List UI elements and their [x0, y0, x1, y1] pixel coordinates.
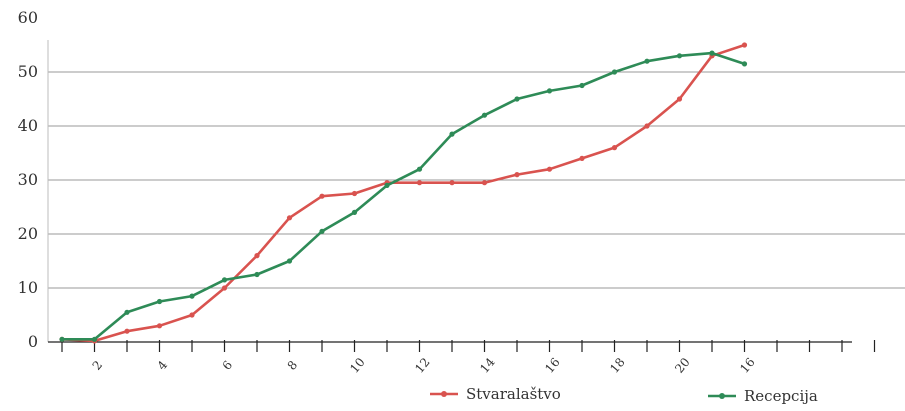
series-0-point-19: [644, 123, 650, 129]
series-0-point-7: [254, 253, 260, 259]
x-tick-label-1: 4: [155, 358, 171, 373]
series-1-point-13: [449, 131, 455, 137]
y-tick-label-10: 10: [18, 278, 38, 297]
series-1-point-5: [189, 293, 195, 299]
y-axis-ticks: 0 10 20 30 40 50 60: [18, 8, 38, 351]
series-1-point-1: [59, 336, 65, 342]
series-1-point-2: [91, 336, 98, 342]
grid-lines: [47, 40, 905, 342]
y-tick-label-0: 0: [28, 332, 38, 351]
x-axis: 2 4 6 8 10 12 14 16 18 20 16: [48, 340, 876, 376]
y-tick-label-50: 50: [18, 62, 38, 81]
x-tick-label-8: 18: [607, 355, 628, 376]
legend: Stvaralaštvo Recepcija: [430, 385, 818, 405]
series-0-point-18: [611, 145, 618, 151]
series-0-point-4: [156, 323, 163, 329]
x-tick-label-10: 16: [737, 355, 758, 376]
series-1-point-3: [124, 309, 130, 315]
series-1-point-6: [221, 277, 228, 283]
series-0-line: [60, 43, 746, 343]
series-0-point-5: [189, 312, 195, 318]
series-0-point-14: [481, 180, 488, 186]
legend-label-0: Stvaralaštvo: [466, 385, 561, 403]
x-tick-label-6: 14: [477, 355, 498, 376]
series-0-point-15: [514, 172, 520, 178]
series-1-point-17: [579, 82, 585, 89]
x-tick-label-5: 12: [412, 355, 433, 376]
series-0-point-16: [546, 166, 553, 172]
series-1-point-15: [514, 96, 520, 102]
series-1-point-12: [416, 166, 423, 172]
series-0-point-8: [286, 215, 293, 221]
series-1-point-22: [741, 61, 748, 67]
x-tick-label-2: 6: [220, 358, 236, 373]
legend-label-1: Recepcija: [744, 387, 818, 405]
x-tick-label-9: 20: [672, 355, 693, 376]
x-tick-label-7: 16: [542, 355, 563, 376]
series-0-point-3: [124, 328, 130, 334]
series-0-point-17: [579, 155, 585, 161]
y-tick-label-20: 20: [18, 224, 38, 243]
series-1-point-11: [384, 182, 390, 188]
series-0-point-9: [319, 193, 325, 199]
series-layer: [59, 42, 748, 344]
series-1-line: [60, 51, 746, 341]
series-0-point-10: [351, 190, 358, 197]
series-0-point-20: [676, 96, 683, 102]
y-tick-label-30: 30: [18, 170, 38, 189]
series-0-point-6: [221, 285, 228, 291]
series-1-point-4: [156, 298, 163, 305]
series-1-point-7: [254, 271, 260, 278]
series-1-point-16: [546, 88, 553, 94]
y-tick-label-60: 60: [18, 8, 38, 27]
series-1-point-19: [644, 58, 650, 64]
legend-marker-0: [441, 391, 447, 397]
legend-marker-1: [719, 393, 725, 399]
series-1-point-20: [676, 53, 683, 59]
series-1-point-10: [351, 209, 358, 215]
series-1-point-8: [286, 258, 293, 264]
series-1-point-9: [319, 228, 325, 234]
series-0-point-13: [449, 180, 455, 186]
series-1-point-14: [481, 112, 488, 118]
x-tick-label-3: 8: [285, 358, 301, 373]
series-1-point-21: [709, 50, 715, 56]
y-tick-label-40: 40: [18, 116, 38, 135]
series-1-point-18: [611, 69, 618, 75]
x-tick-label-0: 2: [90, 358, 106, 373]
series-0-point-22: [741, 42, 748, 48]
x-tick-label-4: 10: [347, 355, 368, 376]
series-0-point-12: [416, 180, 423, 186]
